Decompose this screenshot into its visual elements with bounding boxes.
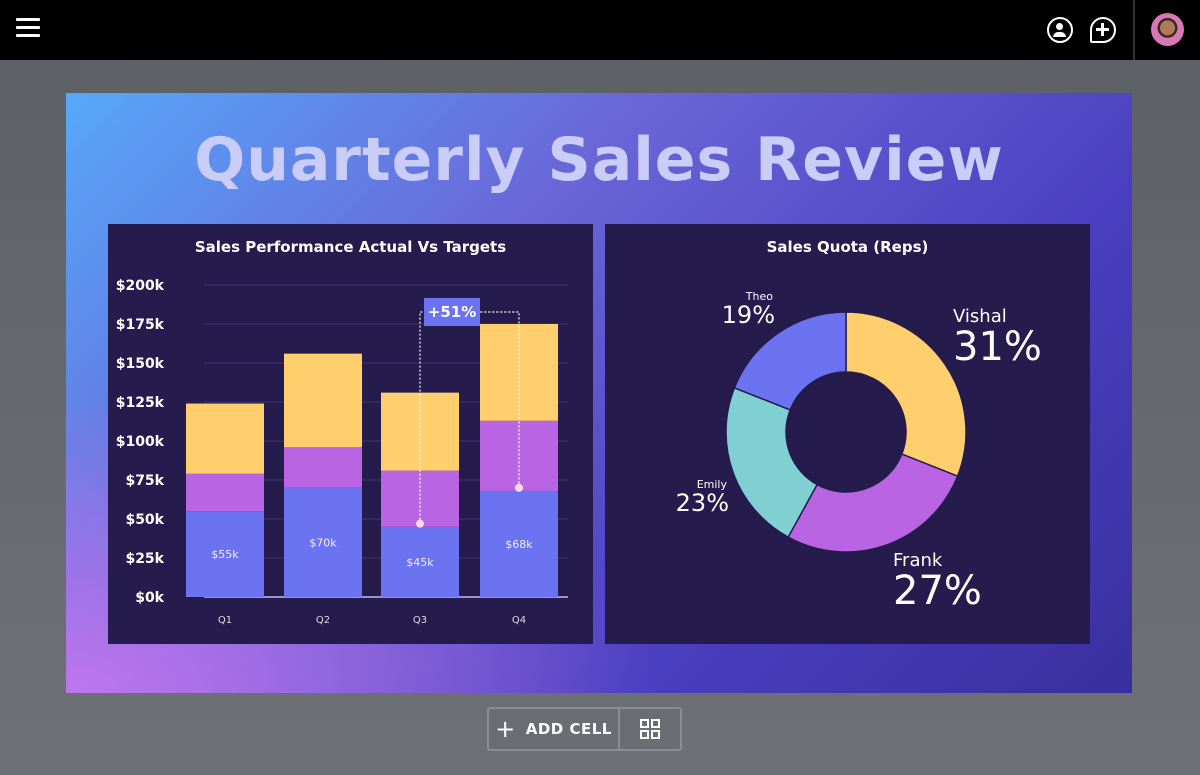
user-avatar[interactable]: [1151, 13, 1184, 46]
y-tick-label: $75k: [125, 473, 164, 489]
bar-segment: [186, 511, 264, 597]
annotation-badge: [424, 298, 480, 326]
y-tick-label: $150k: [116, 356, 165, 372]
add-cell-control: + ADD CELL: [487, 707, 682, 751]
bar-chart: $0k $25k $50k $75k $100k $125k $150k $175k $200k…: [116, 278, 568, 626]
slice-percent: 27%: [893, 568, 982, 614]
bar-segment: [284, 353, 362, 448]
x-tick-label: Q2: [316, 615, 330, 626]
add-cell-button[interactable]: + ADD CELL: [489, 709, 620, 749]
grid-view-button[interactable]: [620, 709, 680, 749]
slice-name: Vishal: [953, 306, 1007, 327]
slide[interactable]: Quarterly Sales Review Sales Performance…: [66, 93, 1132, 693]
x-tick-label: Q4: [512, 615, 526, 626]
user-circle-icon[interactable]: [1047, 17, 1073, 43]
y-tick-label: $200k: [116, 278, 165, 294]
bar-segment: [284, 447, 362, 488]
bar-chart-title: Sales Performance Actual Vs Targets: [194, 238, 507, 256]
annotation-label: +51%: [428, 303, 476, 321]
slide-title: Quarterly Sales Review: [194, 125, 1004, 195]
slice-percent: 19%: [722, 301, 775, 329]
bar-segment: [284, 487, 362, 597]
add-cell-label: ADD CELL: [525, 720, 612, 738]
top-bar: [0, 0, 1200, 60]
slice-name: Theo: [745, 290, 773, 303]
y-tick-label: $100k: [116, 434, 165, 450]
y-tick-label: $25k: [125, 551, 164, 567]
bar-segment: [480, 324, 558, 421]
grid-icon: [640, 719, 660, 739]
data-label: $55k: [211, 548, 239, 561]
divider: [1133, 0, 1135, 60]
slice-name: Frank: [893, 550, 943, 571]
data-label: $68k: [505, 538, 533, 551]
plus-icon: +: [495, 715, 516, 743]
y-tick-label: $175k: [116, 317, 165, 333]
data-label: $70k: [309, 536, 337, 549]
slice-percent: 31%: [953, 324, 1042, 370]
donut-slice: [845, 311, 967, 478]
annotation-point: [416, 519, 424, 528]
bar-segment: [381, 526, 459, 597]
bar-chart-panel: Sales Performance Actual Vs Targets $0k $…: [108, 224, 593, 644]
donut-slice: [733, 311, 847, 411]
x-tick-label: Q3: [413, 615, 427, 626]
slice-name: Emily: [697, 478, 728, 491]
y-tick-label: $125k: [116, 395, 165, 411]
hamburger-icon[interactable]: [16, 18, 40, 38]
bar-segment: [480, 490, 558, 597]
annotation-point: [515, 483, 523, 492]
bar-segment: [186, 473, 264, 512]
comment-plus-icon[interactable]: [1090, 17, 1116, 43]
y-tick-label: $0k: [135, 590, 164, 606]
donut-slice: [725, 386, 819, 539]
donut-slice: [787, 453, 959, 553]
bar-segment: [186, 403, 264, 474]
slice-percent: 23%: [676, 489, 729, 517]
data-label: $45k: [406, 556, 434, 569]
donut-chart-panel: Sales Quota (Reps) Vishal 31% Frank 27% Emil…: [605, 224, 1090, 644]
y-tick-label: $50k: [125, 512, 164, 528]
x-tick-label: Q1: [218, 615, 232, 626]
donut-chart-title: Sales Quota (Reps): [766, 238, 929, 256]
